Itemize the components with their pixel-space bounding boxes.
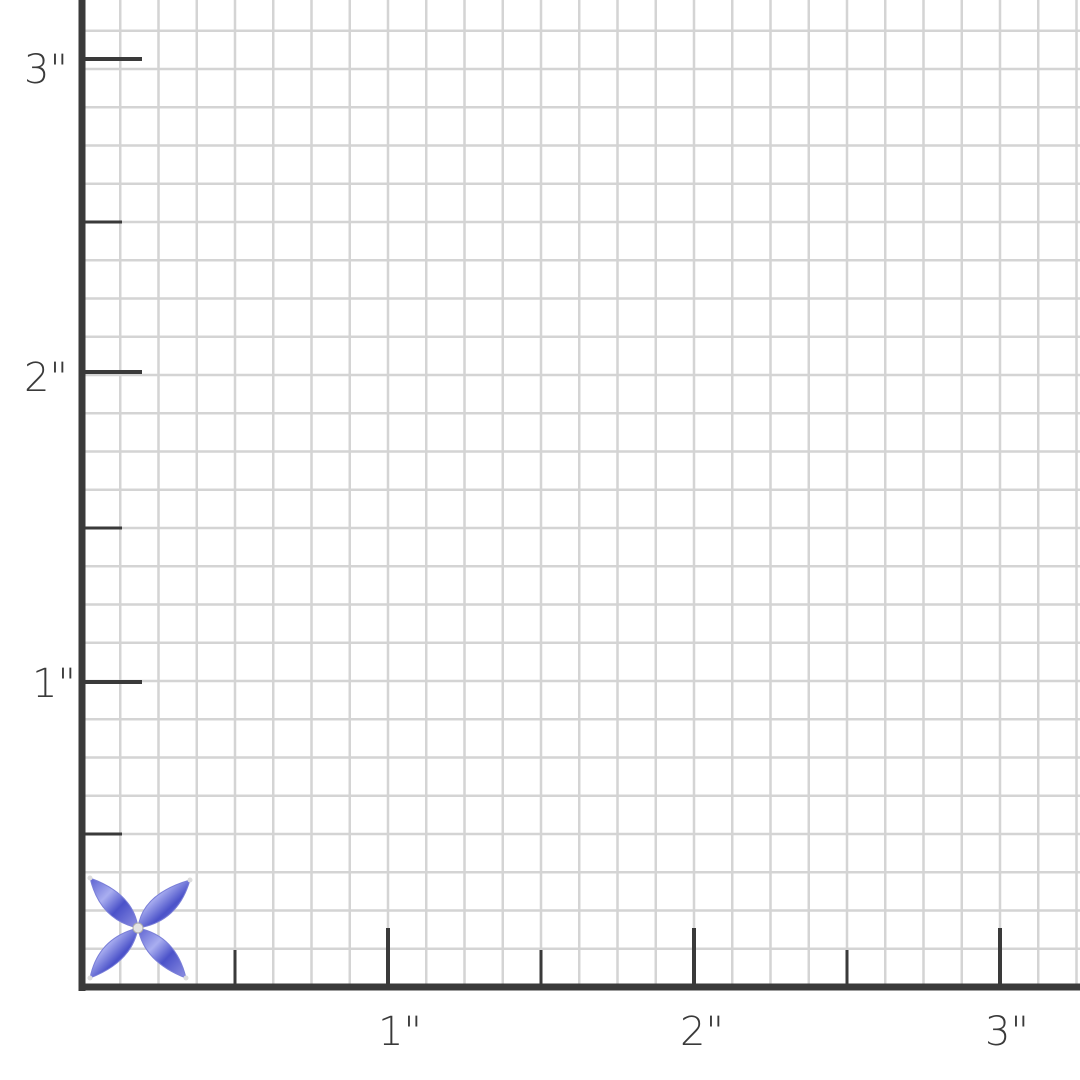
petal bbox=[89, 877, 191, 979]
y-label-3in: 3" bbox=[24, 47, 68, 93]
y-label-2in: 2" bbox=[24, 355, 68, 401]
y-label-1in: 1" bbox=[32, 661, 76, 707]
x-label-2in: 2" bbox=[680, 1009, 724, 1055]
center-prong bbox=[132, 922, 144, 934]
x-label-1in: 1" bbox=[378, 1009, 422, 1055]
x-label-3in: 3" bbox=[985, 1009, 1029, 1055]
